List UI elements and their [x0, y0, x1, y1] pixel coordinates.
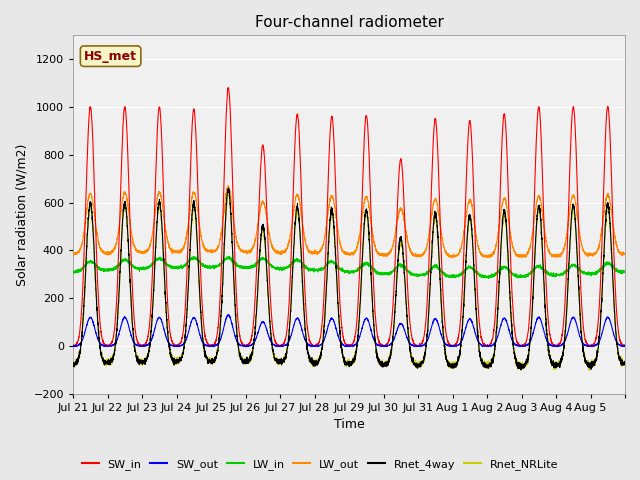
Text: HS_met: HS_met — [84, 49, 137, 63]
Legend: SW_in, SW_out, LW_in, LW_out, Rnet_4way, Rnet_NRLite: SW_in, SW_out, LW_in, LW_out, Rnet_4way,… — [77, 455, 563, 474]
Title: Four-channel radiometer: Four-channel radiometer — [255, 15, 444, 30]
Y-axis label: Solar radiation (W/m2): Solar radiation (W/m2) — [15, 144, 28, 286]
X-axis label: Time: Time — [333, 419, 364, 432]
